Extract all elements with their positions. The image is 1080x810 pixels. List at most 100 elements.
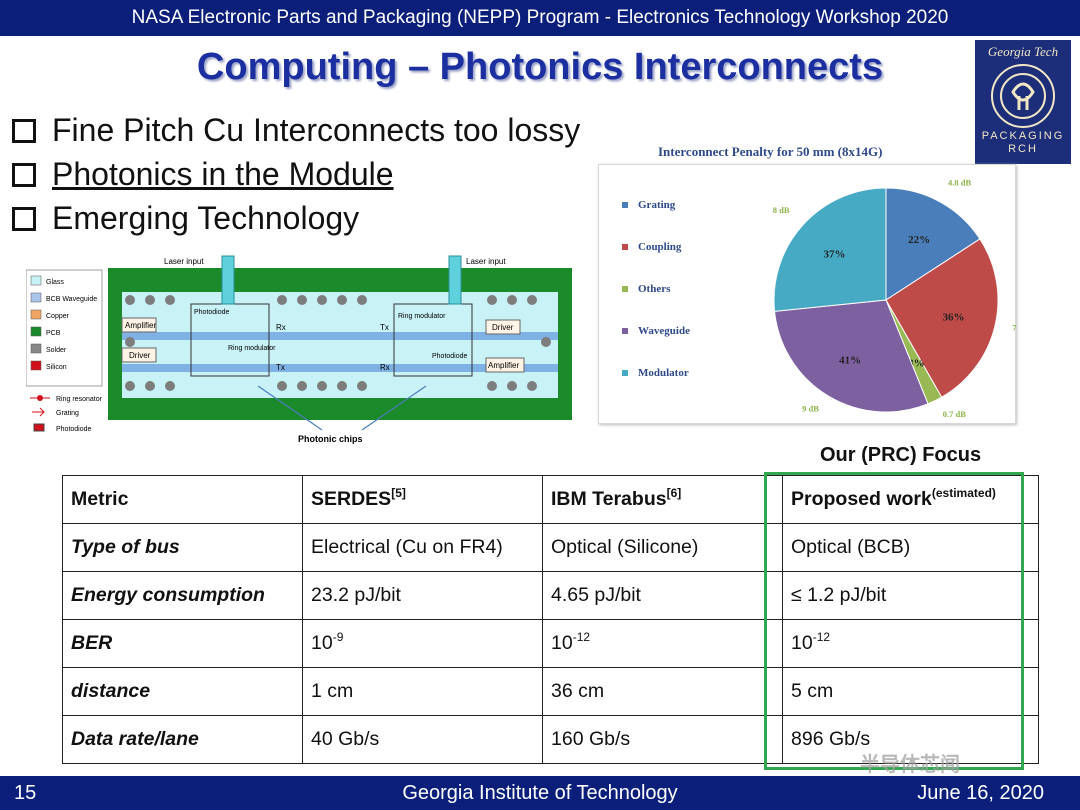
footer-institution: Georgia Institute of Technology xyxy=(402,782,678,804)
serdes-cell: Electrical (Cu on FR4) xyxy=(302,523,543,572)
footer-bar: 15 Georgia Institute of Technology June … xyxy=(0,776,1080,810)
legend-label: Solder xyxy=(46,347,67,354)
header-banner: NASA Electronic Parts and Packaging (NEP… xyxy=(0,0,1080,36)
solder-ball xyxy=(507,381,517,391)
serdes-cell: 40 Gb/s xyxy=(302,715,543,764)
pie-legend-swatch xyxy=(622,328,628,334)
tx-label-bottom: Tx xyxy=(276,363,285,372)
logo-line-2: RCH xyxy=(1008,143,1038,155)
amplifier-right-box xyxy=(485,357,525,373)
solder-ball xyxy=(487,295,497,305)
solder-ball xyxy=(507,295,517,305)
solder-ball xyxy=(337,295,347,305)
driver-left-label: Driver xyxy=(129,351,151,360)
pie-legend-label: Others xyxy=(638,283,671,295)
slice-db-label: 9 dB xyxy=(802,403,819,413)
pie-legend-label: Coupling xyxy=(638,241,682,253)
footer-date: June 16, 2020 xyxy=(917,782,1044,804)
solder-ball xyxy=(125,337,135,347)
metric-cell: Type of bus xyxy=(62,523,303,572)
serdes-cell: 10-9 xyxy=(302,619,543,668)
photodiode-icon xyxy=(33,423,45,432)
metric-cell: BER xyxy=(62,619,303,668)
laser-input-right: Laser input xyxy=(466,257,506,266)
bullet-text: Fine Pitch Cu Interconnects too lossy xyxy=(52,112,581,148)
laser-input-left: Laser input xyxy=(164,257,204,266)
legend-swatch xyxy=(30,275,42,286)
amplifier-left-box xyxy=(121,317,157,333)
pie-legend-swatch xyxy=(622,244,628,250)
ring-modulator-right-label: Ring modulator xyxy=(398,313,446,320)
slice-percent-label: 37% xyxy=(823,248,845,260)
solder-ball xyxy=(297,381,307,391)
grating-icon xyxy=(32,407,45,417)
photonic-chips-caption: Photonic chips xyxy=(298,434,363,444)
solder-ball xyxy=(145,381,155,391)
focus-label: Our (PRC) Focus xyxy=(820,444,982,466)
solder-ball xyxy=(145,295,155,305)
legend-label: Glass xyxy=(46,279,64,286)
solder-ball xyxy=(297,295,307,305)
metric-cell: Data rate/lane xyxy=(62,715,303,764)
comparison-table: Metric SERDES[5] IBM Terabus[6] Proposed… xyxy=(62,475,1039,764)
solder-ball xyxy=(277,295,287,305)
ibm-cell: 36 cm xyxy=(542,667,783,716)
solder-ball xyxy=(165,295,175,305)
proposed-cell: 896 Gb/s xyxy=(782,715,1039,764)
slice-db-label: 4.8 dB xyxy=(948,178,971,188)
table-row: BER 10-9 10-12 10-12 xyxy=(62,619,1039,668)
solder-ball xyxy=(277,381,287,391)
right-chip xyxy=(393,303,473,377)
rx-label-left: Rx xyxy=(276,323,286,332)
legend-label: PCB xyxy=(46,330,61,337)
laser-fiber-left xyxy=(221,255,235,305)
legend-swatch xyxy=(30,326,42,337)
solder-ball xyxy=(125,381,135,391)
arrow-left-chip xyxy=(257,385,323,431)
pie-slice-coupling xyxy=(885,238,999,398)
checkbox-icon xyxy=(12,119,36,143)
table-header-row: Metric SERDES[5] IBM Terabus[6] Proposed… xyxy=(62,475,1039,524)
driver-right-box xyxy=(485,319,521,335)
slice-db-label: 7.8 dB xyxy=(1012,323,1016,333)
logo-top-text: Georgia Tech xyxy=(987,44,1059,59)
slice-percent-label: 36% xyxy=(942,311,964,323)
checkbox-icon xyxy=(12,207,36,231)
slice-db-label: 8 dB xyxy=(773,205,790,215)
solder-ball xyxy=(317,295,327,305)
pie-slice-modulator xyxy=(773,187,887,312)
pie-legend-label: Modulator xyxy=(638,367,689,379)
header-cell: Proposed work(estimated) xyxy=(782,475,1039,524)
driver-right-label: Driver xyxy=(492,323,514,332)
legend-swatch xyxy=(30,309,42,320)
photodiode-right-label: Photodiode xyxy=(432,353,468,360)
bullet-item: Photonics in the Module xyxy=(12,152,580,196)
solder-ball xyxy=(527,295,537,305)
solder-ball xyxy=(165,381,175,391)
serdes-cell: 23.2 pJ/bit xyxy=(302,571,543,620)
table-row: Energy consumption 23.2 pJ/bit 4.65 pJ/b… xyxy=(62,571,1039,620)
solder-ball xyxy=(357,381,367,391)
logo-seal-icon xyxy=(991,64,1055,128)
ibm-cell: 160 Gb/s xyxy=(542,715,783,764)
bullet-item: Fine Pitch Cu Interconnects too lossy xyxy=(12,108,580,152)
pie-legend-label: Waveguide xyxy=(638,325,690,337)
serdes-cell: 1 cm xyxy=(302,667,543,716)
bullet-list: Fine Pitch Cu Interconnects too lossy Ph… xyxy=(12,108,580,240)
table-row: Data rate/lane 40 Gb/s 160 Gb/s 896 Gb/s xyxy=(62,715,1039,764)
ibm-cell: 10-12 xyxy=(542,619,783,668)
legend-label: Copper xyxy=(46,313,70,320)
header-cell: Metric xyxy=(62,475,303,524)
arrow-right-chip xyxy=(361,385,427,431)
pie-legend-swatch xyxy=(622,370,628,376)
header-cell: IBM Terabus[6] xyxy=(542,475,783,524)
sym-legend-grating: Grating xyxy=(56,410,79,417)
slice-percent-label: 41% xyxy=(839,354,861,366)
pie-slice-grating xyxy=(885,187,981,301)
solder-ball xyxy=(317,381,327,391)
pie-legend-label: Grating xyxy=(638,199,676,211)
legend-swatch xyxy=(30,360,42,371)
table-row: distance 1 cm 36 cm 5 cm xyxy=(62,667,1039,716)
proposed-cell: 10-12 xyxy=(782,619,1039,668)
